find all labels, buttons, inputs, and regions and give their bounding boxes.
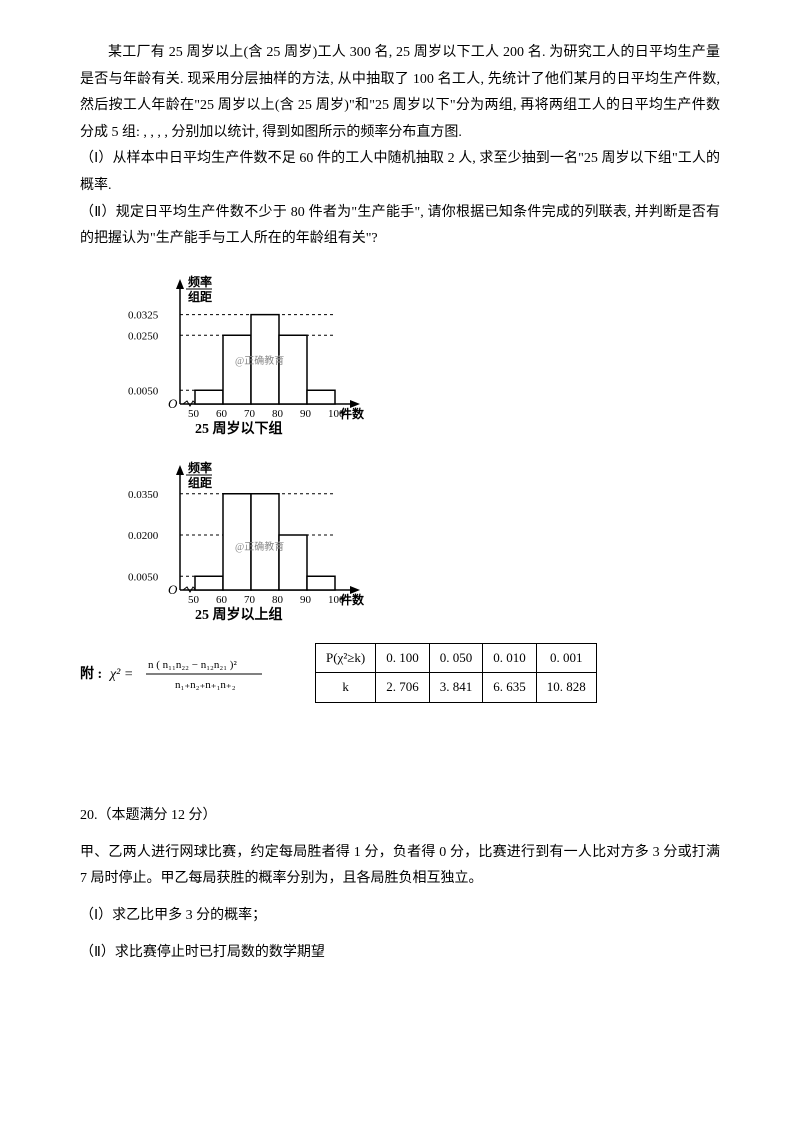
svg-text:25 周岁以上组: 25 周岁以上组 — [195, 606, 283, 623]
svg-text:0.0350: 0.0350 — [128, 489, 159, 501]
svg-text:@正确教育: @正确教育 — [235, 354, 284, 367]
table-cell: k — [316, 673, 376, 703]
table-row: k 2. 706 3. 841 6. 635 10. 828 — [316, 673, 597, 703]
svg-text:O: O — [168, 396, 178, 411]
table-cell: 3. 841 — [429, 673, 483, 703]
problem-20-number: 20.（本题满分 12 分） — [80, 803, 720, 830]
problem-text-1: 某工厂有 25 周岁以上(含 25 周岁)工人 300 名, 25 周岁以下工人… — [80, 40, 720, 146]
svg-text:70: 70 — [244, 594, 256, 606]
table-cell: 2. 706 — [376, 673, 430, 703]
table-cell: 0. 001 — [536, 643, 596, 673]
chi-square-formula: 附 : χ² = n ( n₁₁n₂₂ − n₁₂n₂₁ )² n₁₊n₂₊n₊… — [80, 648, 265, 698]
problem-text-2: （Ⅰ）从样本中日平均生产件数不足 60 件的工人中随机抽取 2 人, 求至少抽到… — [80, 146, 720, 199]
svg-text:件数: 件数 — [340, 592, 365, 607]
svg-text:频率: 频率 — [188, 460, 212, 475]
chi-square-table: P(χ²≥k) 0. 100 0. 050 0. 010 0. 001 k 2.… — [315, 643, 597, 703]
svg-text:25 周岁以下组: 25 周岁以下组 — [195, 420, 283, 437]
problem-20-text-2: （Ⅰ）求乙比甲多 3 分的概率； — [80, 903, 720, 930]
histogram-over-25: 频率组距O50607080901000.00500.02000.0350件数@正… — [120, 445, 720, 625]
table-cell: P(χ²≥k) — [316, 643, 376, 673]
problem-20-text-3: （Ⅱ）求比赛停止时已打局数的数学期望 — [80, 940, 720, 967]
svg-text:90: 90 — [300, 408, 312, 420]
table-row: P(χ²≥k) 0. 100 0. 050 0. 010 0. 001 — [316, 643, 597, 673]
table-cell: 0. 050 — [429, 643, 483, 673]
histogram-under-25: 频率组距O50607080901000.00500.02500.0325件数@正… — [120, 259, 720, 439]
svg-text:χ² =: χ² = — [108, 667, 133, 682]
svg-text:80: 80 — [272, 594, 284, 606]
svg-text:60: 60 — [216, 408, 228, 420]
svg-text:70: 70 — [244, 408, 256, 420]
problem-text-3: （Ⅱ）规定日平均生产件数不少于 80 件者为"生产能手", 请你根据已知条件完成… — [80, 200, 720, 253]
svg-text:@正确教育: @正确教育 — [235, 540, 284, 553]
svg-text:O: O — [168, 582, 178, 597]
svg-text:件数: 件数 — [340, 406, 365, 421]
svg-text:50: 50 — [188, 408, 200, 420]
table-cell: 10. 828 — [536, 673, 596, 703]
svg-text:组距: 组距 — [188, 289, 212, 304]
svg-text:频率: 频率 — [188, 274, 212, 289]
table-cell: 6. 635 — [483, 673, 537, 703]
svg-text:组距: 组距 — [188, 475, 212, 490]
table-cell: 0. 100 — [376, 643, 430, 673]
svg-text:80: 80 — [272, 408, 284, 420]
svg-text:n ( n₁₁n₂₂ − n₁₂n₂₁ )²: n ( n₁₁n₂₂ − n₁₂n₂₁ )² — [148, 659, 237, 671]
svg-text:0.0050: 0.0050 — [128, 571, 159, 583]
svg-text:0.0325: 0.0325 — [128, 309, 159, 321]
svg-text:0.0250: 0.0250 — [128, 330, 159, 342]
svg-text:0.0200: 0.0200 — [128, 530, 159, 542]
svg-text:50: 50 — [188, 594, 200, 606]
svg-text:60: 60 — [216, 594, 228, 606]
svg-text:n₁₊n₂₊n₊₁n₊₂: n₁₊n₂₊n₊₁n₊₂ — [175, 679, 236, 691]
table-cell: 0. 010 — [483, 643, 537, 673]
svg-text:0.0050: 0.0050 — [128, 385, 159, 397]
svg-text:90: 90 — [300, 594, 312, 606]
problem-20-text-1: 甲、乙两人进行网球比赛，约定每局胜者得 1 分，负者得 0 分，比赛进行到有一人… — [80, 840, 720, 893]
svg-text:附 :: 附 : — [80, 665, 102, 682]
